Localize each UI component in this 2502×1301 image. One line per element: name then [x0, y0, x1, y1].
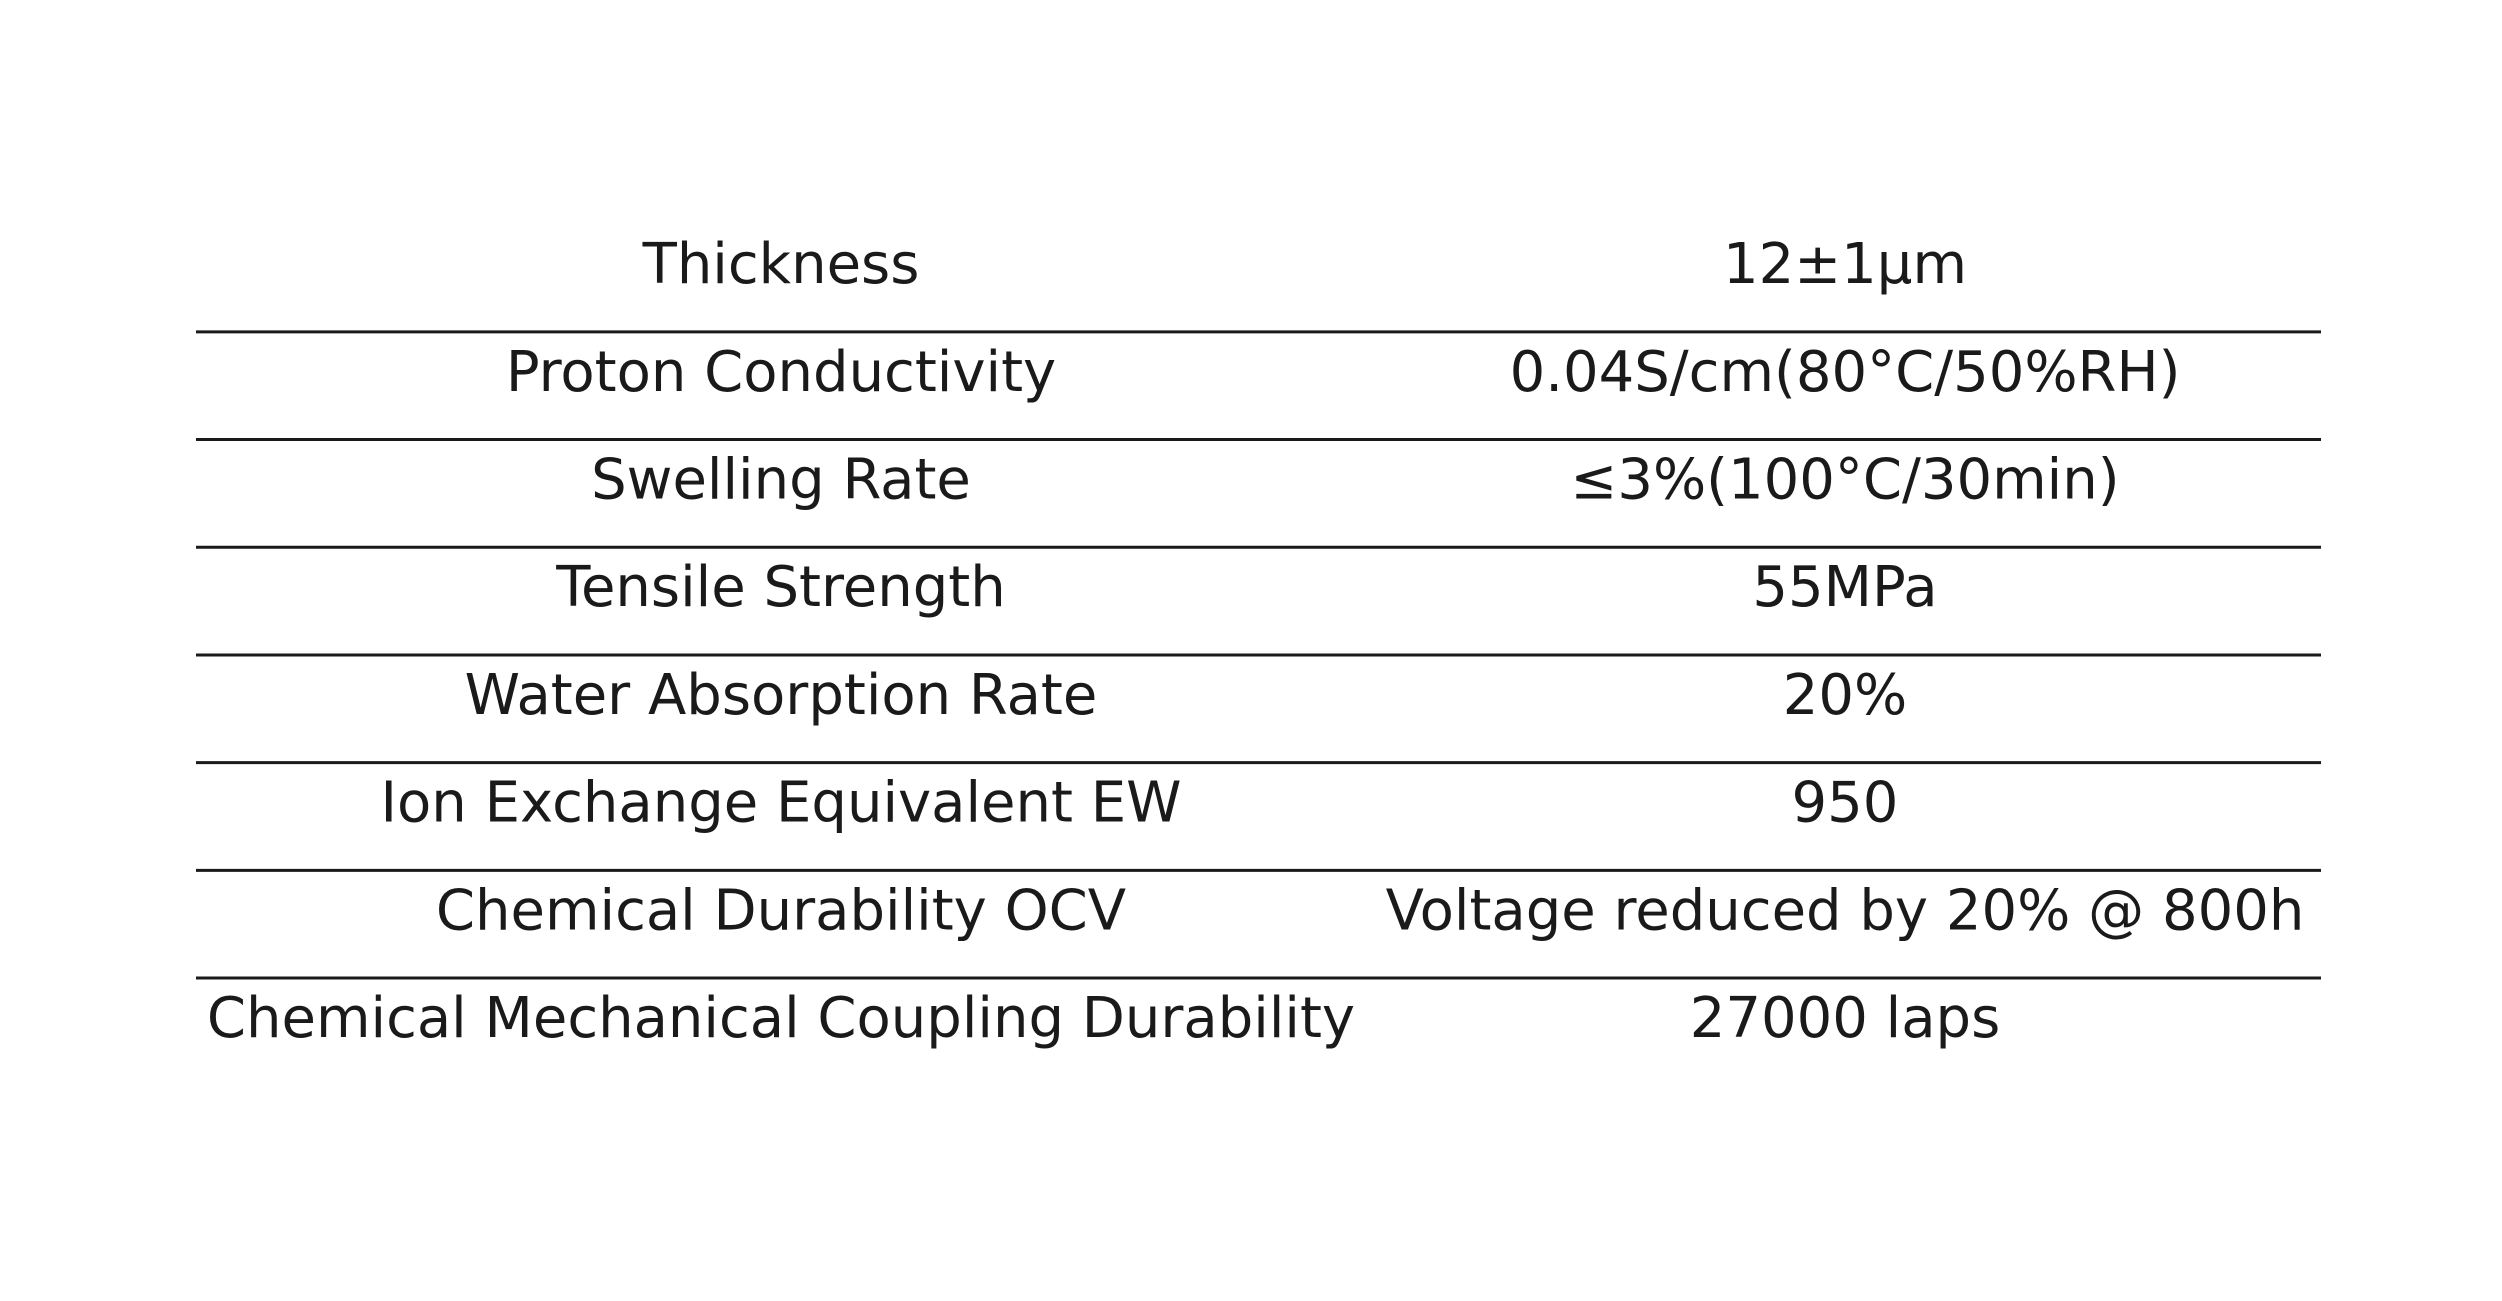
property-name: Water Absorption Rate [465, 663, 1098, 728]
property-name: Tensile Strength [555, 555, 1005, 620]
property-value: 12±1μm [1723, 232, 1967, 297]
property-name: Swelling Rate [591, 448, 971, 513]
property-name: Chemical Mechanical Coupling Durability [207, 986, 1355, 1051]
property-value: 55MPa [1752, 555, 1937, 620]
property-name: Proton Conductivity [506, 340, 1056, 405]
property-name: Ion Exchange Equivalent EW [381, 771, 1182, 836]
property-value: 20% [1783, 663, 1907, 728]
property-value: 950 [1792, 771, 1899, 836]
property-value: 27000 laps [1690, 986, 2001, 1051]
property-name: Chemical Durability OCV [436, 878, 1126, 943]
property-value: ≤3%(100°C/30min) [1570, 448, 2119, 513]
property-value: Voltage reduced by 20% @ 800h [1386, 878, 2305, 943]
property-value: 0.04S/cm(80°C/50%RH) [1510, 340, 2181, 405]
property-name: Thickness [642, 232, 920, 297]
